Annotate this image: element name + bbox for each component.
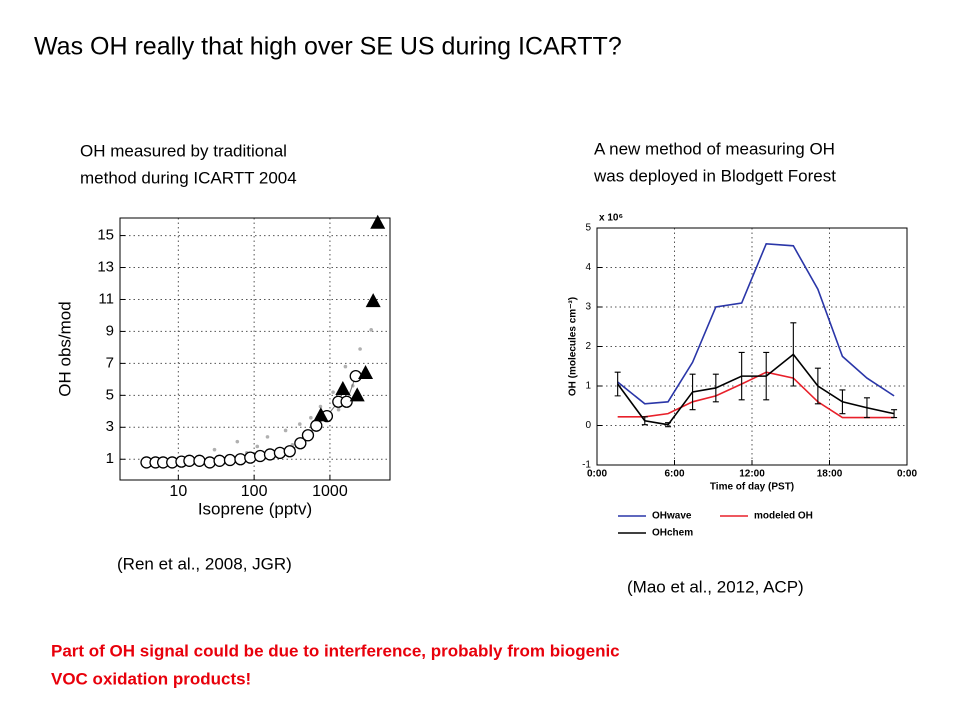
caption: OH measured by traditional [80,141,287,160]
data-point [340,395,353,408]
data-point [313,407,329,422]
error-bar [689,373,696,411]
data-point [263,448,277,461]
legend-label: modeled OH [754,511,813,522]
y-tick-label: 3 [106,418,114,435]
y-tick-label: 4 [585,262,591,273]
y-tick-label: 1 [585,381,591,392]
y-tick-label: 2 [585,341,591,352]
error-bar [863,397,870,419]
data-point [310,419,323,432]
conclusion: VOC oxidation products! [51,669,251,688]
data-line [617,353,895,426]
data-point [283,428,288,433]
y-axis-label: OH obs/mod [55,301,74,396]
caption: A new method of measuring OH [594,139,835,158]
y-tick-label: -1 [582,460,591,471]
x-tick-label: 1000 [312,483,348,500]
error-bar [839,389,846,415]
data-point [370,214,386,229]
data-point [336,407,341,412]
y-tick-label: 3 [585,302,591,313]
data-point [358,347,362,351]
x-tick-label: 6:00 [664,469,684,480]
data-point [255,444,260,449]
data-point [358,364,374,379]
data-point [318,404,323,409]
conclusion: Part of OH signal could be due to interf… [51,641,620,660]
data-point [343,364,348,369]
y-tick-label: 7 [106,354,114,371]
x-tick-label: 0:00 [897,469,917,480]
data-point [273,446,287,459]
data-point [223,453,237,467]
data-point [349,387,365,402]
error-bar [891,409,898,419]
error-bar [641,416,648,426]
error-bar [790,322,797,387]
error-bar [614,371,621,397]
error-bar [763,351,770,401]
data-point [297,422,302,426]
data-point [335,380,351,395]
x-tick-label: 18:00 [817,469,843,480]
caption: method during ICARTT 2004 [80,168,297,187]
legend-label: OHchem [652,528,693,539]
error-bar [665,422,672,428]
x-axis-label: Time of day (PST) [710,482,794,493]
data-point [234,453,247,466]
citation: (Mao et al., 2012, ACP) [627,577,804,596]
caption: was deployed in Blodgett Forest [593,166,836,185]
data-line [617,371,895,419]
y-axis-label: OH (molecules cm⁻³) [568,297,579,396]
data-point [244,451,257,464]
error-bar [814,367,821,405]
data-line [617,242,895,405]
y-tick-label: 9 [106,322,114,339]
plot-frame [596,227,908,466]
x-axis-label: Isoprene (pptv) [198,499,312,518]
error-bar [712,373,719,403]
axis-multiplier: x 10⁶ [599,213,623,224]
y-tick-label: 15 [97,227,114,244]
data-point [253,449,267,463]
y-tick-label: 5 [106,386,114,403]
x-tick-label: 12:00 [739,469,765,480]
data-point [301,429,315,442]
data-point [193,454,206,467]
data-point [309,415,313,420]
x-tick-label: 10 [169,483,187,500]
data-point [294,437,307,450]
y-tick-label: 1 [106,450,114,467]
y-tick-label: 11 [98,290,114,307]
plot-frame [119,217,391,481]
x-tick-label: 100 [241,483,268,500]
y-tick-label: 5 [585,223,591,234]
data-point [283,445,296,458]
data-point [369,328,373,332]
data-point [213,454,226,467]
error-bar [738,351,745,401]
legend-label: OHwave [652,511,692,522]
data-point [265,435,270,439]
data-point [183,454,196,467]
y-tick-label: 0 [585,420,591,431]
data-point [212,447,217,452]
data-point [365,293,381,308]
data-point [331,390,335,394]
x-tick-label: 0:00 [587,469,607,480]
y-tick-label: 13 [97,258,114,275]
citation: (Ren et al., 2008, JGR) [117,554,292,573]
data-point [235,439,240,444]
slide-title: Was OH really that high over SE US durin… [34,33,622,61]
